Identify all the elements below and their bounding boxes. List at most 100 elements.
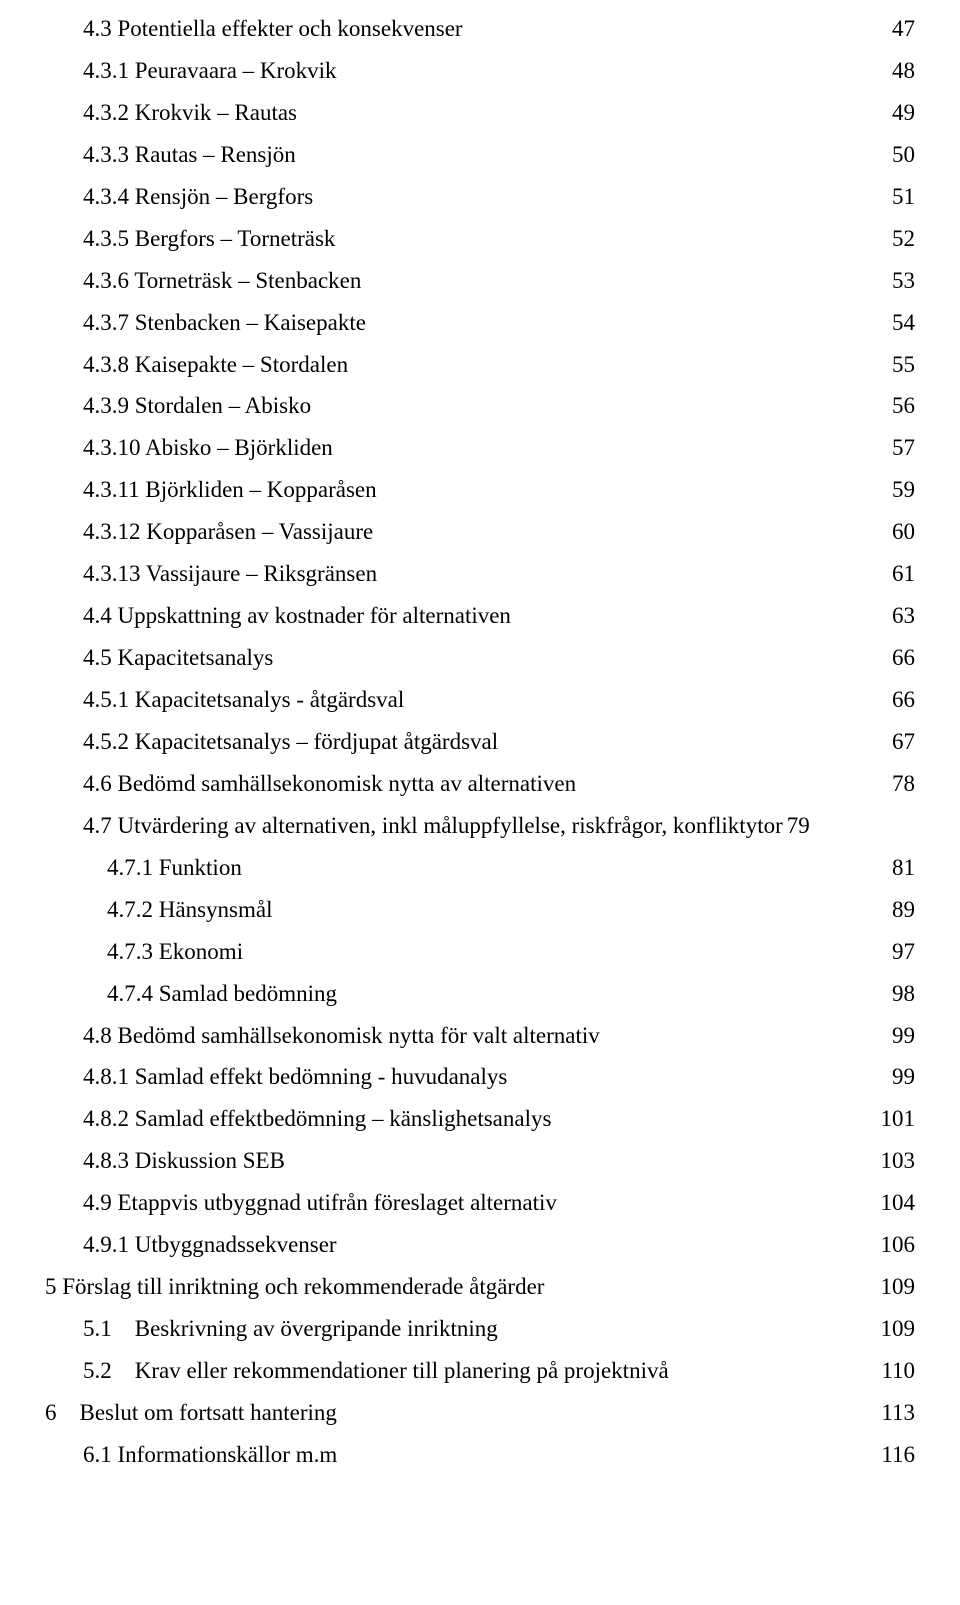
toc-entry-label: 4.3.1 Peuravaara – Krokvik bbox=[83, 52, 337, 90]
toc-entry-label: 4.3.11 Björkliden – Kopparåsen bbox=[83, 471, 377, 509]
toc-entry-page: 55 bbox=[892, 346, 915, 384]
toc-entry-label: 4.3.6 Torneträsk – Stenbacken bbox=[83, 262, 361, 300]
toc-entry-label: 4.5.2 Kapacitetsanalys – fördjupat åtgär… bbox=[83, 723, 498, 761]
toc-entry-label: 4.8.1 Samlad effekt bedömning - huvudana… bbox=[83, 1058, 507, 1096]
toc-entry: 4.9.1 Utbyggnadssekvenser 106 bbox=[45, 1226, 915, 1264]
toc-entry-page: 52 bbox=[892, 220, 915, 258]
toc-entry-label: 4.3 Potentiella effekter och konsekvense… bbox=[83, 10, 463, 48]
toc-entry: 4.5.2 Kapacitetsanalys – fördjupat åtgär… bbox=[45, 723, 915, 761]
toc-entry: 4.5.1 Kapacitetsanalys - åtgärdsval 66 bbox=[45, 681, 915, 719]
table-of-contents: 4.3 Potentiella effekter och konsekvense… bbox=[45, 10, 915, 1474]
toc-entry-page: 66 bbox=[892, 681, 915, 719]
toc-entry: 4.7.1 Funktion 81 bbox=[45, 849, 915, 887]
toc-entry-label: 6 Beslut om fortsatt hantering bbox=[45, 1394, 337, 1432]
toc-entry-page: 97 bbox=[892, 933, 915, 971]
toc-entry-page: 116 bbox=[881, 1436, 915, 1474]
toc-entry: 5.2 Krav eller rekommendationer till pla… bbox=[45, 1352, 915, 1390]
toc-entry-page: 60 bbox=[892, 513, 915, 551]
toc-entry-page: 48 bbox=[892, 52, 915, 90]
toc-entry-page: 54 bbox=[892, 304, 915, 342]
toc-entry-label: 4.3.8 Kaisepakte – Stordalen bbox=[83, 346, 348, 384]
toc-entry-label: 4.7.2 Hänsynsmål bbox=[107, 891, 272, 929]
toc-entry-page: 78 bbox=[892, 765, 915, 803]
toc-entry-page: 109 bbox=[881, 1268, 916, 1306]
toc-entry: 4.7.2 Hänsynsmål 89 bbox=[45, 891, 915, 929]
toc-entry-label: 4.3.7 Stenbacken – Kaisepakte bbox=[83, 304, 366, 342]
toc-entry: 4.8.3 Diskussion SEB103 bbox=[45, 1142, 915, 1180]
toc-entry-label: 4.3.9 Stordalen – Abisko bbox=[83, 387, 311, 425]
toc-entry-page: 49 bbox=[892, 94, 915, 132]
toc-entry-page: 99 bbox=[892, 1058, 915, 1096]
toc-entry: 4.3.2 Krokvik – Rautas 49 bbox=[45, 94, 915, 132]
toc-entry-label: 4.3.4 Rensjön – Bergfors bbox=[83, 178, 313, 216]
toc-entry: 4.4 Uppskattning av kostnader för altern… bbox=[45, 597, 915, 635]
toc-entry: 4.3.11 Björkliden – Kopparåsen 59 bbox=[45, 471, 915, 509]
toc-entry-label: 4.7.4 Samlad bedömning bbox=[107, 975, 337, 1013]
toc-entry-page: 57 bbox=[892, 429, 915, 467]
toc-entry-page: 98 bbox=[892, 975, 915, 1013]
toc-entry-page: 79 bbox=[787, 807, 810, 845]
toc-entry-label: 4.8 Bedömd samhällsekonomisk nytta för v… bbox=[83, 1017, 600, 1055]
toc-entry: 4.8 Bedömd samhällsekonomisk nytta för v… bbox=[45, 1017, 915, 1055]
toc-entry-page: 113 bbox=[881, 1394, 915, 1432]
toc-entry: 4.7.4 Samlad bedömning 98 bbox=[45, 975, 915, 1013]
toc-entry-page: 89 bbox=[892, 891, 915, 929]
toc-entry-page: 59 bbox=[892, 471, 915, 509]
toc-entry-label: 6.1 Informationskällor m.m bbox=[83, 1436, 337, 1474]
toc-entry-page: 101 bbox=[881, 1100, 916, 1138]
toc-entry: 4.3.8 Kaisepakte – Stordalen 55 bbox=[45, 346, 915, 384]
toc-entry-page: 67 bbox=[892, 723, 915, 761]
toc-entry-label: 4.3.12 Kopparåsen – Vassijaure bbox=[83, 513, 373, 551]
toc-entry-page: 104 bbox=[881, 1184, 916, 1222]
toc-entry-label: 4.9.1 Utbyggnadssekvenser bbox=[83, 1226, 337, 1264]
toc-entry-page: 106 bbox=[881, 1226, 916, 1264]
toc-entry-label: 4.7 Utvärdering av alternativen, inkl må… bbox=[83, 807, 783, 845]
toc-entry: 6 Beslut om fortsatt hantering 113 bbox=[45, 1394, 915, 1432]
toc-entry-label: 4.3.2 Krokvik – Rautas bbox=[83, 94, 297, 132]
toc-entry-page: 110 bbox=[881, 1352, 915, 1390]
toc-entry: 4.3.7 Stenbacken – Kaisepakte 54 bbox=[45, 304, 915, 342]
toc-entry: 4.3.5 Bergfors – Torneträsk52 bbox=[45, 220, 915, 258]
toc-entry-label: 4.8.3 Diskussion SEB bbox=[83, 1142, 285, 1180]
toc-entry-label: 5.2 Krav eller rekommendationer till pla… bbox=[83, 1352, 669, 1390]
toc-entry: 4.3.12 Kopparåsen – Vassijaure 60 bbox=[45, 513, 915, 551]
toc-entry-label: 4.5 Kapacitetsanalys bbox=[83, 639, 273, 677]
toc-entry-label: 4.5.1 Kapacitetsanalys - åtgärdsval bbox=[83, 681, 404, 719]
toc-entry-page: 66 bbox=[892, 639, 915, 677]
toc-entry-label: 4.7.3 Ekonomi bbox=[107, 933, 243, 971]
toc-entry-page: 109 bbox=[881, 1310, 916, 1348]
toc-entry: 4.5 Kapacitetsanalys 66 bbox=[45, 639, 915, 677]
toc-entry-label: 4.8.2 Samlad effektbedömning – känslighe… bbox=[83, 1100, 551, 1138]
toc-entry: 4.3.1 Peuravaara – Krokvik 48 bbox=[45, 52, 915, 90]
toc-entry-page: 53 bbox=[892, 262, 915, 300]
toc-entry: 5 Förslag till inriktning och rekommende… bbox=[45, 1268, 915, 1306]
toc-entry: 4.3.6 Torneträsk – Stenbacken 53 bbox=[45, 262, 915, 300]
toc-entry-label: 4.3.3 Rautas – Rensjön bbox=[83, 136, 296, 174]
toc-entry-page: 50 bbox=[892, 136, 915, 174]
toc-entry-page: 61 bbox=[892, 555, 915, 593]
toc-entry: 4.3.10 Abisko – Björkliden57 bbox=[45, 429, 915, 467]
toc-entry: 4.6 Bedömd samhällsekonomisk nytta av al… bbox=[45, 765, 915, 803]
toc-entry-label: 5 Förslag till inriktning och rekommende… bbox=[45, 1268, 544, 1306]
toc-entry-page: 56 bbox=[892, 387, 915, 425]
toc-entry-label: 4.7.1 Funktion bbox=[107, 849, 242, 887]
toc-entry-page: 63 bbox=[892, 597, 915, 635]
toc-entry: 4.9 Etappvis utbyggnad utifrån föreslage… bbox=[45, 1184, 915, 1222]
toc-entry-page: 99 bbox=[892, 1017, 915, 1055]
toc-entry: 6.1 Informationskällor m.m 116 bbox=[45, 1436, 915, 1474]
toc-entry-page: 51 bbox=[892, 178, 915, 216]
toc-entry: 4.8.2 Samlad effektbedömning – känslighe… bbox=[45, 1100, 915, 1138]
toc-entry-label: 4.3.13 Vassijaure – Riksgränsen bbox=[83, 555, 377, 593]
toc-entry: 4.3.3 Rautas – Rensjön 50 bbox=[45, 136, 915, 174]
toc-entry: 4.3.9 Stordalen – Abisko 56 bbox=[45, 387, 915, 425]
toc-entry-label: 5.1 Beskrivning av övergripande inriktni… bbox=[83, 1310, 498, 1348]
toc-entry: 4.8.1 Samlad effekt bedömning - huvudana… bbox=[45, 1058, 915, 1096]
toc-entry-page: 47 bbox=[892, 10, 915, 48]
toc-entry-page: 81 bbox=[892, 849, 915, 887]
toc-entry: 4.7.3 Ekonomi 97 bbox=[45, 933, 915, 971]
document-page: 4.3 Potentiella effekter och konsekvense… bbox=[0, 0, 960, 1605]
toc-entry: 4.7 Utvärdering av alternativen, inkl må… bbox=[45, 807, 915, 845]
toc-entry: 4.3.4 Rensjön – Bergfors 51 bbox=[45, 178, 915, 216]
toc-entry: 4.3.13 Vassijaure – Riksgränsen 61 bbox=[45, 555, 915, 593]
toc-entry-label: 4.9 Etappvis utbyggnad utifrån föreslage… bbox=[83, 1184, 557, 1222]
